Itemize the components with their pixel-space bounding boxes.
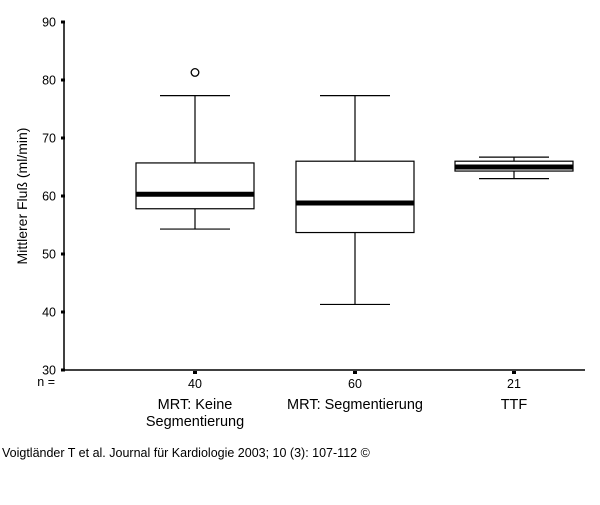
y-tick-mark bbox=[61, 310, 65, 314]
iqr-box bbox=[135, 162, 255, 210]
y-ticks: 30 40 50 60 70 80 90 bbox=[42, 16, 65, 378]
y-tick-label: 60 bbox=[42, 190, 56, 204]
n-label: 21 bbox=[507, 377, 521, 391]
y-tick-label: 90 bbox=[42, 16, 56, 30]
y-tick-mark bbox=[61, 368, 65, 372]
x-tick-mark bbox=[512, 371, 516, 374]
x-tick-mark bbox=[353, 371, 357, 374]
x-tick-mark bbox=[193, 371, 197, 374]
y-tick-label: 80 bbox=[42, 74, 56, 88]
y-tick-mark bbox=[61, 194, 65, 198]
n-prefix: n = bbox=[37, 375, 55, 389]
y-tick-label: 70 bbox=[42, 132, 56, 146]
box-group bbox=[454, 156, 574, 180]
category-label: MRT: Keine bbox=[158, 397, 233, 413]
y-axis-label: Mittlerer Fluß (ml/min) bbox=[14, 128, 30, 265]
y-tick-label: 30 bbox=[42, 364, 56, 378]
y-tick-label: 50 bbox=[42, 248, 56, 262]
y-tick-mark bbox=[61, 20, 65, 24]
category-label: TTF bbox=[501, 397, 528, 413]
y-tick-mark bbox=[61, 136, 65, 140]
y-tick-label: 40 bbox=[42, 306, 56, 320]
outlier-point bbox=[190, 68, 200, 77]
citation-credit: Voigtländer T et al. Journal für Kardiol… bbox=[2, 446, 370, 460]
boxes bbox=[135, 68, 574, 306]
n-label: 60 bbox=[348, 377, 362, 391]
n-label: 40 bbox=[188, 377, 202, 391]
category-label: MRT: Segmentierung bbox=[287, 397, 423, 413]
boxplot-chart: 30 40 50 60 70 80 90 40 MRT: KeineSegmentierung… bbox=[14, 16, 585, 430]
iqr-box bbox=[295, 160, 415, 234]
y-tick-mark bbox=[61, 78, 65, 82]
y-tick-mark bbox=[61, 252, 65, 256]
category-label: Segmentierung bbox=[146, 414, 244, 430]
box-group bbox=[295, 95, 415, 306]
box-group bbox=[135, 68, 255, 230]
